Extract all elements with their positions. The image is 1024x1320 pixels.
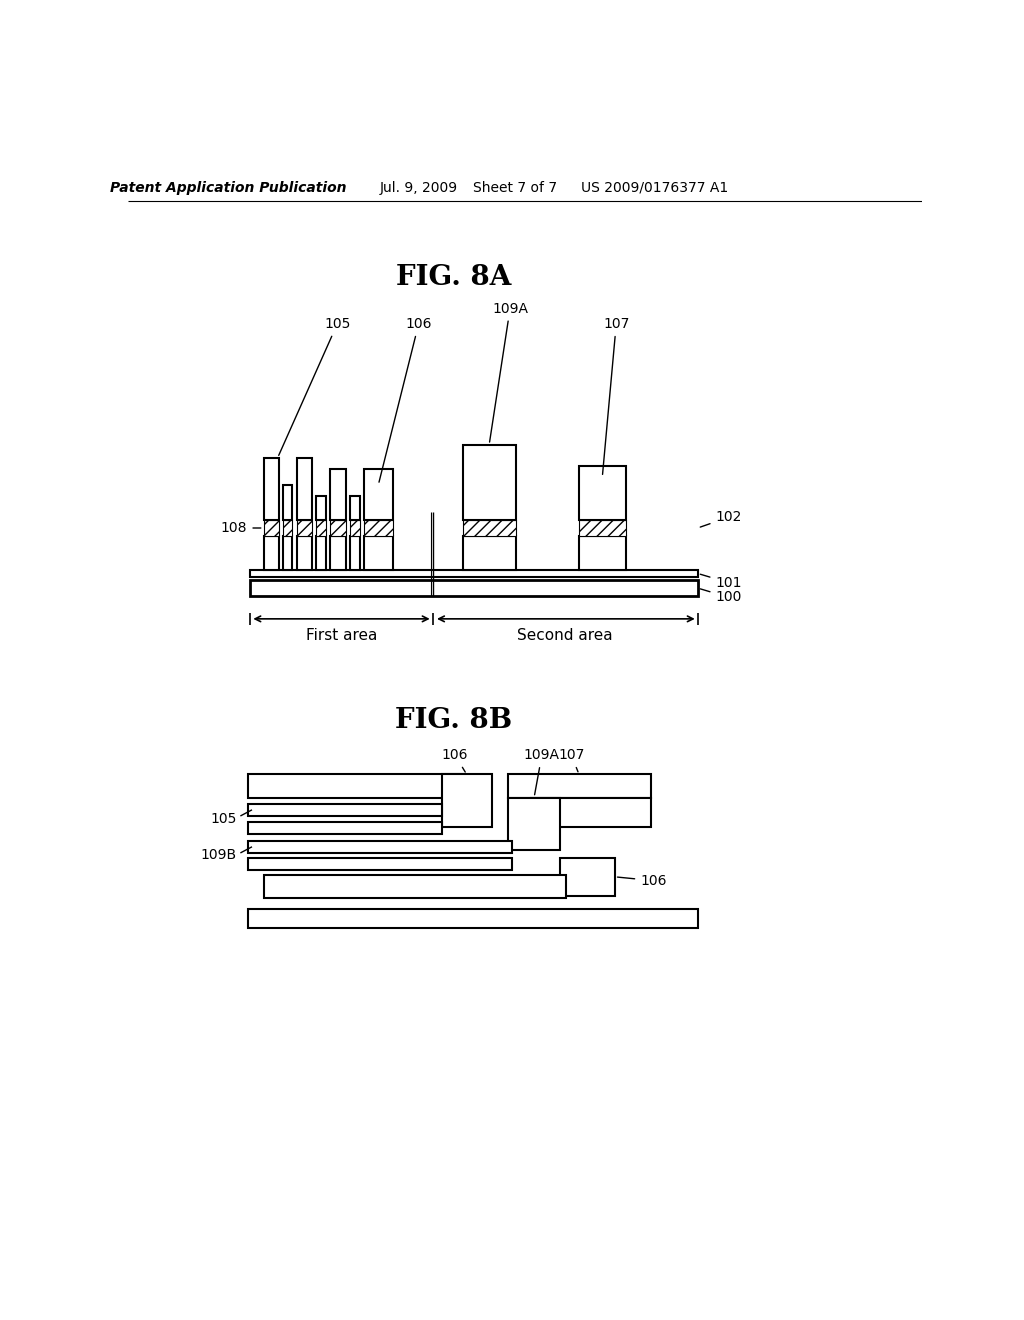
Bar (263, 536, 280, 570)
Text: 107: 107 (558, 748, 585, 772)
Text: 107: 107 (602, 317, 630, 474)
Bar (463, 445, 515, 520)
Bar (331, 536, 346, 570)
Text: 106: 106 (441, 748, 468, 772)
Text: FIG. 8B: FIG. 8B (395, 708, 512, 734)
Text: 109A: 109A (489, 301, 528, 442)
Bar (251, 581, 697, 595)
Bar (331, 470, 346, 520)
Bar (263, 874, 566, 898)
Bar (248, 775, 465, 797)
Bar (463, 536, 515, 570)
Bar (442, 775, 493, 826)
Text: 100: 100 (700, 589, 741, 605)
Text: First area: First area (306, 628, 377, 643)
Bar (248, 909, 697, 928)
Bar (364, 470, 393, 520)
Text: 106: 106 (617, 874, 667, 887)
Bar (297, 458, 312, 520)
Bar (350, 536, 359, 570)
Bar (579, 466, 626, 520)
Bar (350, 520, 359, 536)
Bar (331, 520, 346, 536)
Text: Patent Application Publication: Patent Application Publication (111, 181, 347, 194)
Bar (316, 520, 326, 536)
Bar (283, 484, 292, 520)
Text: 105: 105 (279, 317, 350, 455)
Text: US 2009/0176377 A1: US 2009/0176377 A1 (582, 181, 729, 194)
Bar (283, 520, 292, 536)
Bar (560, 858, 614, 896)
Text: 109A: 109A (524, 748, 560, 795)
Bar (508, 797, 560, 850)
Bar (579, 536, 626, 570)
Bar (579, 520, 626, 536)
Bar (248, 841, 512, 853)
Text: FIG. 8A: FIG. 8A (396, 264, 511, 292)
Bar (508, 775, 651, 797)
Bar (248, 822, 442, 834)
Bar (364, 520, 393, 536)
Bar (283, 536, 292, 570)
Text: 109B: 109B (201, 849, 237, 862)
Text: Sheet 7 of 7: Sheet 7 of 7 (473, 181, 557, 194)
Text: 108: 108 (221, 521, 261, 535)
Bar (316, 536, 326, 570)
Text: 101: 101 (700, 574, 741, 590)
Bar (297, 536, 312, 570)
Text: Second area: Second area (517, 628, 613, 643)
Bar (248, 804, 442, 816)
Bar (364, 536, 393, 570)
Bar (251, 570, 697, 577)
Text: 102: 102 (700, 511, 741, 527)
Bar (263, 458, 280, 520)
Bar (531, 797, 651, 826)
Bar (248, 858, 512, 870)
Bar (350, 496, 359, 520)
Bar (316, 496, 326, 520)
Bar (263, 520, 280, 536)
Bar (297, 520, 312, 536)
Text: 105: 105 (210, 812, 237, 826)
Text: 106: 106 (379, 317, 432, 482)
Bar (463, 520, 515, 536)
Text: Jul. 9, 2009: Jul. 9, 2009 (380, 181, 458, 194)
